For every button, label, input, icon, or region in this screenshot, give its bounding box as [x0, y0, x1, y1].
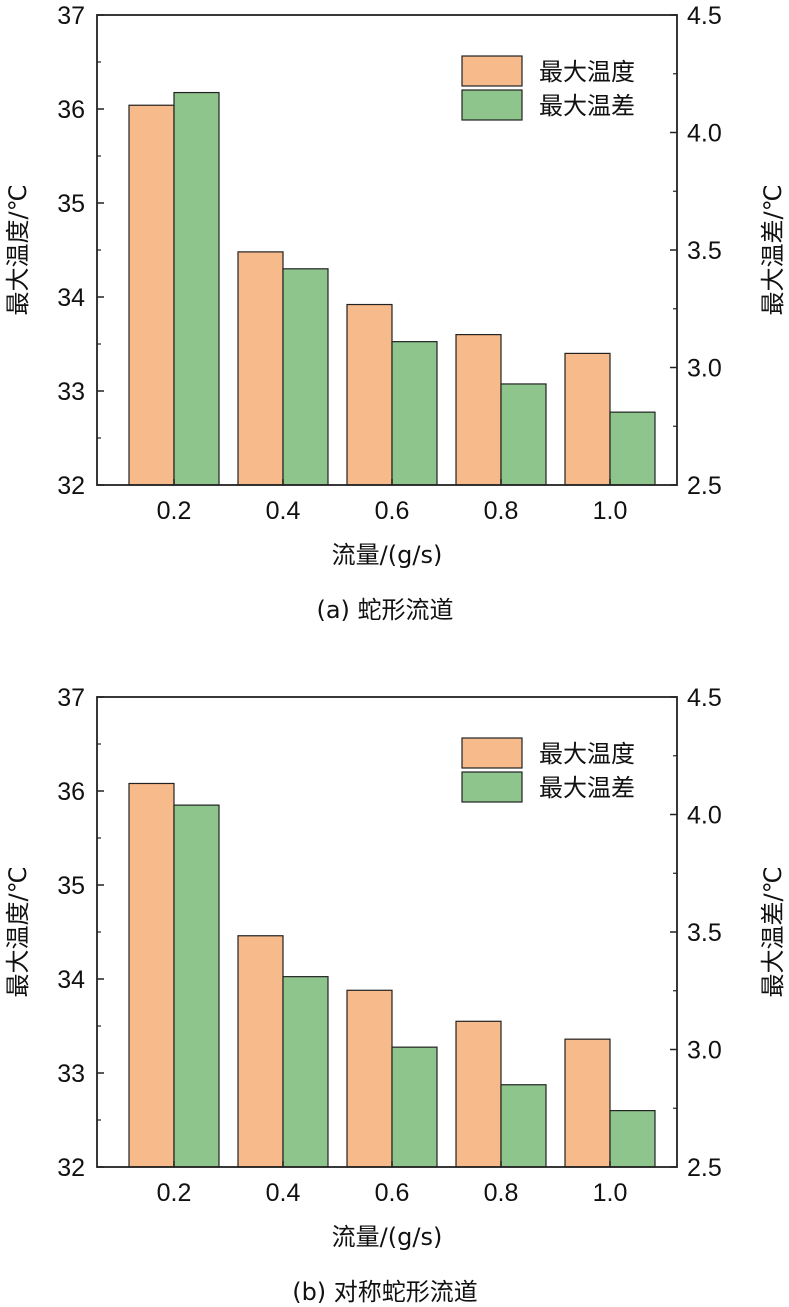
bar-max-temp-diff-0.2 — [173, 91, 220, 486]
bar-max-temp-diff-1.0 — [609, 411, 656, 486]
x-tick-label: 1.0 — [593, 497, 628, 525]
legend-label-1: 最大温差 — [539, 92, 635, 120]
x-axis-label: 流量/(g/s) — [332, 1223, 443, 1251]
x-tick-label: 0.4 — [266, 1179, 301, 1207]
y-tick-label-left: 36 — [57, 96, 85, 124]
y-tick-label-left: 37 — [57, 684, 85, 712]
x-tick-label: 0.4 — [266, 497, 301, 525]
bar-max-temp-diff-0.6 — [391, 341, 438, 486]
y-tick-label-left: 34 — [57, 284, 85, 312]
bar-max-temp-0.4 — [237, 251, 284, 486]
x-tick-label: 0.6 — [375, 497, 410, 525]
legend-swatch-1 — [461, 771, 523, 803]
x-tick-label: 1.0 — [593, 1179, 628, 1207]
x-axis-label: 流量/(g/s) — [332, 541, 443, 569]
y-tick-label-right: 3.0 — [687, 1037, 722, 1065]
bar-max-temp-diff-0.6 — [391, 1046, 438, 1168]
bar-max-temp-1.0 — [564, 1038, 611, 1168]
y-tick-label-right: 2.5 — [687, 472, 722, 500]
figure-caption: (b) 对称蛇形流道 — [292, 1278, 478, 1306]
legend-label-0: 最大温度 — [539, 58, 635, 86]
y-tick-label-right: 4.0 — [687, 802, 722, 830]
y-axis-label-right: 最大温差/℃ — [759, 866, 787, 997]
legend-swatch-1 — [461, 89, 523, 121]
y-tick-label-left: 36 — [57, 778, 85, 806]
y-tick-label-left: 35 — [57, 190, 85, 218]
bar-max-temp-0.8 — [455, 334, 502, 486]
bar-max-temp-0.2 — [128, 104, 175, 486]
x-tick-label: 0.8 — [484, 1179, 519, 1207]
bar-max-temp-0.8 — [455, 1020, 502, 1168]
y-tick-label-left: 32 — [57, 1154, 85, 1182]
legend-label-0: 最大温度 — [539, 740, 635, 768]
y-tick-label-right: 4.0 — [687, 120, 722, 148]
legend-swatch-0 — [461, 55, 523, 87]
chart-panel-a: 0.2 0.4 0.6 0.8 1.0 32 33 34 35 36 37 2.5 3.0 3.5 4.0 4… — [4, 2, 787, 624]
y-tick-label-right: 3.5 — [687, 237, 722, 265]
bar-max-temp-diff-0.2 — [173, 804, 220, 1168]
y-tick-label-left: 33 — [57, 1060, 85, 1088]
y-tick-label-right: 2.5 — [687, 1154, 722, 1182]
bar-max-temp-diff-0.8 — [500, 383, 547, 486]
legend-label-1: 最大温差 — [539, 774, 635, 802]
bar-max-temp-diff-0.4 — [282, 976, 329, 1168]
bar-max-temp-0.6 — [346, 989, 393, 1168]
y-tick-label-left: 37 — [57, 2, 85, 30]
bar-max-temp-0.6 — [346, 303, 393, 486]
figure-caption: (a) 蛇形流道 — [316, 596, 453, 624]
y-tick-label-left: 33 — [57, 378, 85, 406]
y-tick-label-right: 4.5 — [687, 684, 722, 712]
chart-panel-b: 0.2 0.4 0.6 0.8 1.0 32 33 34 35 36 37 2.5 3.0 3.5 4.0 4… — [4, 684, 787, 1306]
y-tick-label-left: 35 — [57, 872, 85, 900]
bar-max-temp-diff-1.0 — [609, 1110, 656, 1168]
bar-max-temp-1.0 — [564, 352, 611, 486]
x-tick-label: 0.2 — [157, 497, 192, 525]
legend-swatch-0 — [461, 737, 523, 769]
y-tick-label-left: 34 — [57, 966, 85, 994]
bar-max-temp-diff-0.8 — [500, 1084, 547, 1168]
y-tick-label-right: 4.5 — [687, 2, 722, 30]
y-tick-label-right: 3.0 — [687, 355, 722, 383]
bar-max-temp-diff-0.4 — [282, 268, 329, 486]
y-axis-label-right: 最大温差/℃ — [759, 184, 787, 315]
y-tick-label-right: 3.5 — [687, 919, 722, 947]
bar-max-temp-0.2 — [128, 782, 175, 1168]
x-tick-label: 0.6 — [375, 1179, 410, 1207]
y-axis-label-left: 最大温度/℃ — [4, 866, 32, 997]
y-tick-label-left: 32 — [57, 472, 85, 500]
x-tick-label: 0.8 — [484, 497, 519, 525]
bar-max-temp-0.4 — [237, 935, 284, 1168]
x-tick-label: 0.2 — [157, 1179, 192, 1207]
y-axis-label-left: 最大温度/℃ — [4, 184, 32, 315]
